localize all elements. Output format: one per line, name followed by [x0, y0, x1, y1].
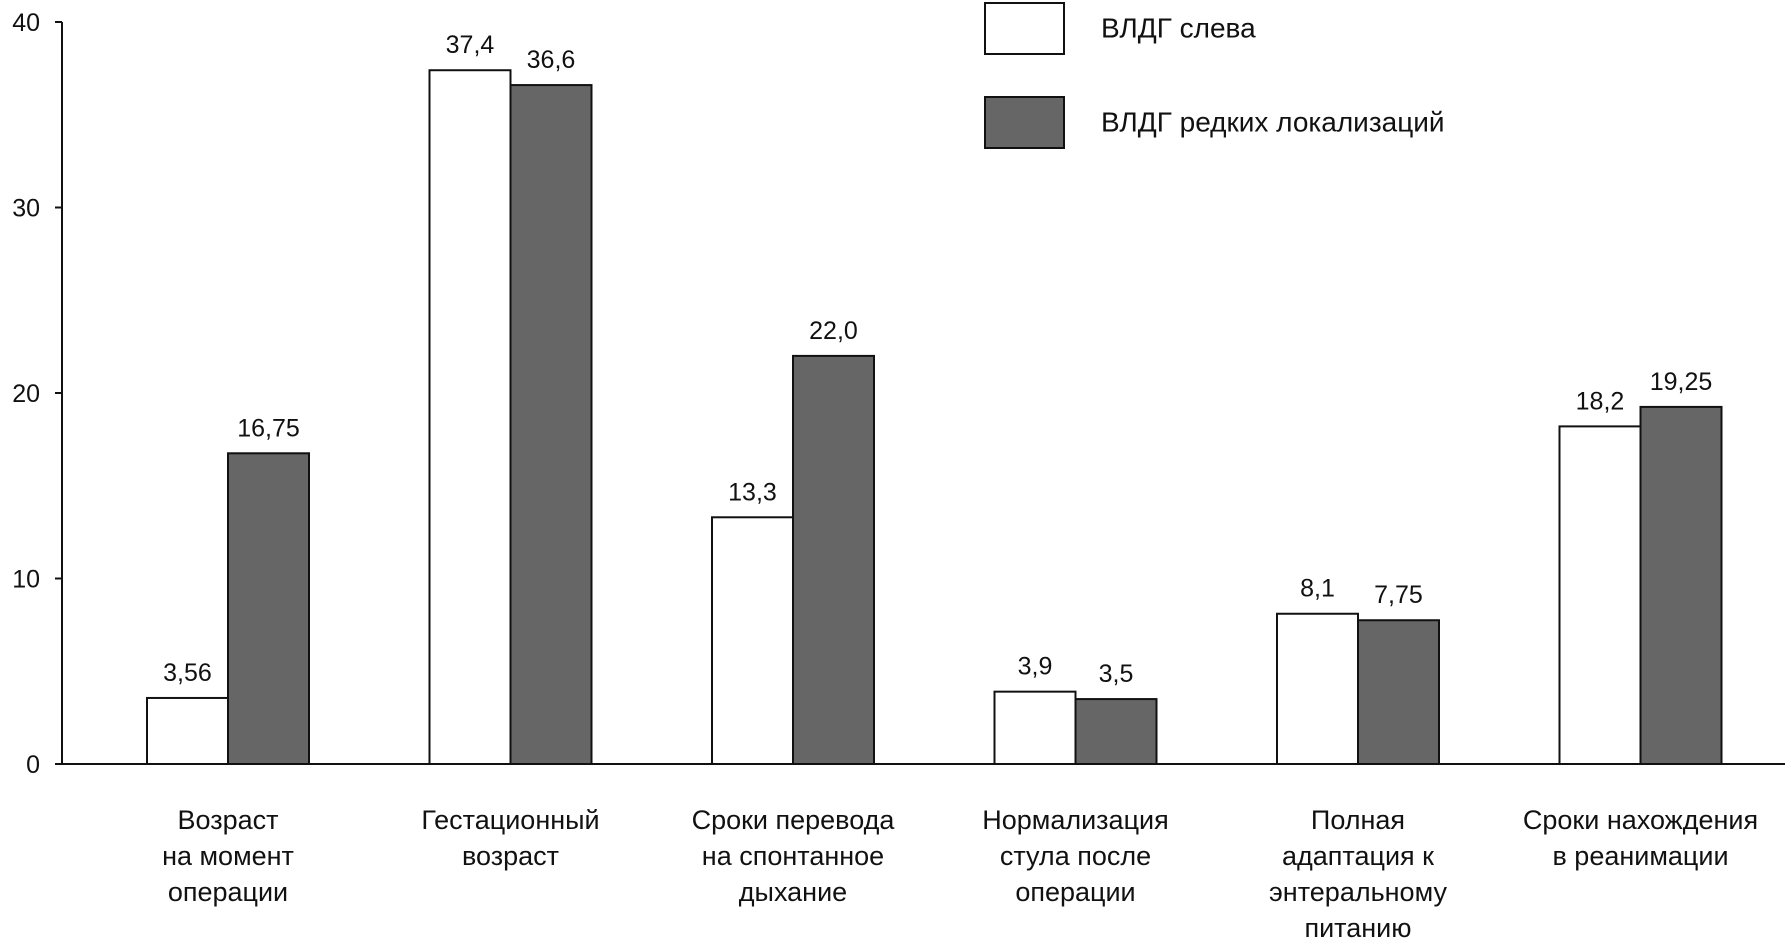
value-label: 22,0	[809, 317, 858, 345]
category-label-line: адаптация к	[1282, 841, 1434, 871]
bar-left-4	[1276, 612, 1359, 765]
value-label: 13,3	[728, 478, 777, 506]
category-label-line: питанию	[1304, 913, 1411, 939]
value-label: 3,56	[163, 659, 212, 687]
bar-left-5	[1558, 425, 1642, 765]
category-label: Сроки нахождения в реанимации	[1523, 805, 1758, 871]
value-labels: 3,56 37,4 13,3 3,9 8,1 18,2 16,75 36,6 22,0 3,5 7,…	[163, 31, 1712, 688]
value-label: 8,1	[1300, 575, 1335, 603]
value-label: 37,4	[446, 31, 495, 59]
category-label-line: на момент	[162, 841, 294, 871]
bar-rare-5	[1639, 405, 1723, 765]
category-label-line: операции	[1015, 877, 1135, 907]
legend-label: ВЛДГ редких локализаций	[1101, 107, 1445, 138]
category-label-line: в реанимации	[1552, 841, 1728, 871]
value-label: 3,9	[1018, 653, 1053, 681]
bar-rare-3	[1074, 698, 1158, 766]
y-tick-label: 10	[12, 566, 40, 594]
legend: ВЛДГ слева ВЛДГ редких локализаций	[984, 2, 1445, 149]
y-tick-label: 0	[26, 751, 40, 779]
bar-left-2	[711, 516, 794, 765]
bar-left-3	[993, 690, 1077, 766]
category-labels: Возраст на момент операции Гестационный возр…	[162, 805, 1758, 939]
category-label: Возраст на момент операции	[162, 805, 294, 907]
value-label: 7,75	[1374, 581, 1423, 609]
category-label: Сроки перевода на спонтанное дыхание	[692, 805, 896, 907]
category-label-line: стула после	[1000, 841, 1151, 871]
value-label: 16,75	[237, 414, 300, 442]
legend-label: ВЛДГ слева	[1101, 13, 1256, 44]
category-label-line: дыхание	[739, 877, 847, 907]
value-label: 3,5	[1099, 660, 1134, 688]
value-label: 36,6	[527, 46, 576, 74]
category-label-line: операции	[168, 877, 288, 907]
legend-swatch	[984, 2, 1065, 55]
bar-rare-0	[227, 452, 310, 765]
category-label-line: возраст	[462, 841, 559, 871]
y-tick-label: 40	[12, 9, 40, 37]
category-label: Гестационный возраст	[421, 805, 599, 871]
category-label-line: Возраст	[178, 805, 279, 835]
bar-left-0	[146, 696, 229, 765]
category-label-line: Полная	[1311, 805, 1405, 835]
category-label-line: на спонтанное	[702, 841, 884, 871]
bar-rare-4	[1357, 619, 1440, 765]
bar-left-1	[428, 69, 512, 766]
category-label: Полная адаптация к энтеральному питанию	[1269, 805, 1447, 939]
category-label-line: энтеральному	[1269, 877, 1447, 907]
value-label: 18,2	[1576, 387, 1625, 415]
y-tick-label: 20	[12, 380, 40, 408]
category-label-line: Нормализация	[982, 805, 1169, 835]
axes: 0 10 20 30 40	[12, 9, 1785, 779]
category-label-line: Сроки перевода	[692, 805, 896, 835]
bar-rare-2	[792, 354, 875, 765]
category-label-line: Сроки нахождения	[1523, 805, 1758, 835]
bars	[146, 69, 1723, 766]
value-label: 19,25	[1650, 368, 1713, 396]
category-label-line: Гестационный	[421, 805, 599, 835]
category-label: Нормализация стула после операции	[982, 805, 1169, 907]
bar-rare-1	[509, 84, 593, 765]
y-tick-label: 30	[12, 195, 40, 223]
legend-swatch	[984, 96, 1065, 149]
